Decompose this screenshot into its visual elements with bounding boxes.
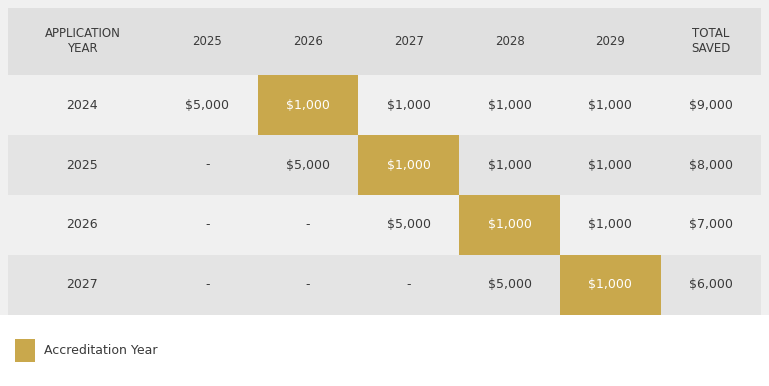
Text: $5,000: $5,000 (387, 218, 431, 231)
Text: $1,000: $1,000 (387, 159, 431, 171)
FancyBboxPatch shape (8, 255, 157, 315)
FancyBboxPatch shape (661, 135, 761, 195)
FancyBboxPatch shape (358, 195, 459, 255)
Text: $1,000: $1,000 (286, 99, 330, 112)
FancyBboxPatch shape (459, 8, 560, 75)
FancyBboxPatch shape (560, 75, 661, 135)
Text: 2029: 2029 (595, 35, 625, 48)
FancyBboxPatch shape (258, 75, 358, 135)
FancyBboxPatch shape (358, 135, 459, 195)
Text: $1,000: $1,000 (387, 99, 431, 112)
FancyBboxPatch shape (258, 8, 358, 75)
FancyBboxPatch shape (0, 315, 769, 386)
FancyBboxPatch shape (560, 255, 661, 315)
FancyBboxPatch shape (459, 135, 560, 195)
Text: $5,000: $5,000 (286, 159, 330, 171)
FancyBboxPatch shape (560, 135, 661, 195)
Text: $1,000: $1,000 (588, 218, 632, 231)
FancyBboxPatch shape (358, 255, 459, 315)
Text: $5,000: $5,000 (185, 99, 229, 112)
Text: APPLICATION
YEAR: APPLICATION YEAR (45, 27, 120, 56)
Text: -: - (306, 218, 311, 231)
Text: 2028: 2028 (494, 35, 524, 48)
Text: $1,000: $1,000 (588, 99, 632, 112)
Text: -: - (205, 218, 210, 231)
Text: $1,000: $1,000 (588, 278, 632, 291)
Text: $1,000: $1,000 (588, 159, 632, 171)
FancyBboxPatch shape (258, 195, 358, 255)
FancyBboxPatch shape (15, 339, 35, 362)
Text: Accreditation Year: Accreditation Year (44, 344, 158, 357)
Text: 2026: 2026 (293, 35, 323, 48)
FancyBboxPatch shape (459, 195, 560, 255)
FancyBboxPatch shape (157, 75, 258, 135)
Text: -: - (205, 159, 210, 171)
FancyBboxPatch shape (8, 75, 157, 135)
Text: $1,000: $1,000 (488, 159, 531, 171)
Text: 2027: 2027 (394, 35, 424, 48)
FancyBboxPatch shape (560, 195, 661, 255)
Text: -: - (407, 278, 411, 291)
Text: 2027: 2027 (66, 278, 98, 291)
FancyBboxPatch shape (560, 8, 661, 75)
Text: TOTAL
SAVED: TOTAL SAVED (691, 27, 731, 56)
Text: $9,000: $9,000 (689, 99, 733, 112)
FancyBboxPatch shape (157, 135, 258, 195)
FancyBboxPatch shape (661, 75, 761, 135)
FancyBboxPatch shape (8, 195, 157, 255)
FancyBboxPatch shape (258, 255, 358, 315)
Text: 2026: 2026 (67, 218, 98, 231)
Text: -: - (205, 278, 210, 291)
Text: $1,000: $1,000 (488, 218, 531, 231)
Text: $7,000: $7,000 (689, 218, 733, 231)
Text: $6,000: $6,000 (689, 278, 733, 291)
Text: $5,000: $5,000 (488, 278, 531, 291)
Text: 2024: 2024 (67, 99, 98, 112)
FancyBboxPatch shape (661, 195, 761, 255)
FancyBboxPatch shape (8, 8, 157, 75)
FancyBboxPatch shape (258, 135, 358, 195)
Text: 2025: 2025 (66, 159, 98, 171)
Text: 2025: 2025 (192, 35, 222, 48)
FancyBboxPatch shape (661, 255, 761, 315)
FancyBboxPatch shape (358, 75, 459, 135)
FancyBboxPatch shape (358, 8, 459, 75)
FancyBboxPatch shape (157, 255, 258, 315)
Text: -: - (306, 278, 311, 291)
Text: $1,000: $1,000 (488, 99, 531, 112)
FancyBboxPatch shape (459, 75, 560, 135)
FancyBboxPatch shape (459, 255, 560, 315)
FancyBboxPatch shape (157, 195, 258, 255)
Text: $8,000: $8,000 (689, 159, 733, 171)
FancyBboxPatch shape (157, 8, 258, 75)
FancyBboxPatch shape (661, 8, 761, 75)
FancyBboxPatch shape (8, 135, 157, 195)
